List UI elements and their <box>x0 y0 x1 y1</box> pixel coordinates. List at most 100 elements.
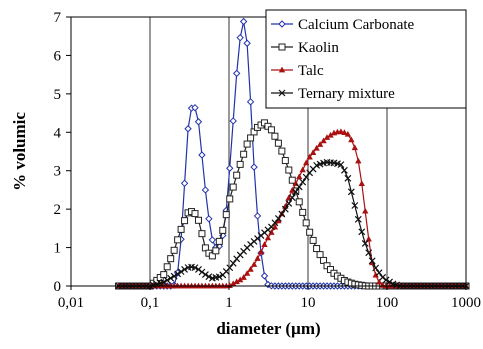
data-point <box>299 178 307 186</box>
data-point <box>358 228 366 236</box>
data-point-stroke <box>160 278 168 286</box>
data-point <box>271 132 279 140</box>
x-tick-label: 1000 <box>451 295 481 311</box>
data-point <box>337 128 345 135</box>
data-point <box>198 230 206 238</box>
data-point-stroke <box>281 205 289 213</box>
data-point <box>229 183 237 191</box>
data-point <box>285 200 293 207</box>
data-point <box>163 263 171 271</box>
data-point-stroke <box>365 249 373 257</box>
legend-label: Kaolin <box>298 40 339 56</box>
data-point <box>365 249 373 257</box>
data-point <box>160 271 168 279</box>
data-point <box>292 188 300 196</box>
data-point-stroke <box>274 214 282 222</box>
legend-item: Talc <box>271 63 324 79</box>
data-point <box>299 166 306 173</box>
data-point <box>226 195 234 203</box>
data-point <box>215 237 223 245</box>
y-axis-ticks: 0 1 2 3 4 5 6 7 <box>54 10 71 295</box>
data-point-stroke <box>351 202 359 209</box>
data-point <box>174 236 182 244</box>
data-point <box>341 129 348 135</box>
data-point-stroke <box>330 159 338 167</box>
data-point-stroke <box>205 273 213 281</box>
data-point-stroke <box>302 173 310 181</box>
data-point-stroke <box>191 264 199 272</box>
data-point <box>201 271 209 279</box>
y-tick-label: 5 <box>54 87 62 103</box>
data-point-stroke <box>337 161 345 169</box>
y-tick-label: 6 <box>54 48 62 64</box>
data-point-stroke <box>198 268 206 276</box>
data-point <box>344 174 352 182</box>
data-point <box>320 137 327 144</box>
data-point <box>382 276 390 284</box>
data-point <box>226 264 234 272</box>
data-point <box>278 20 286 28</box>
series-kaolin <box>115 119 470 290</box>
data-point-stroke <box>354 215 362 223</box>
data-point <box>229 259 237 267</box>
legend-box <box>265 9 467 109</box>
data-point <box>191 103 199 112</box>
data-point <box>254 255 261 261</box>
data-point <box>313 144 320 151</box>
legend: Calcium Carbonate Kaolin Talc Ternary mixtu… <box>265 9 467 109</box>
data-point <box>295 183 303 191</box>
x-tick-label: 0,1 <box>141 295 160 311</box>
data-point <box>250 261 258 267</box>
data-point <box>177 225 185 233</box>
data-point <box>184 125 192 133</box>
x-tick-label: 0,01 <box>58 295 84 311</box>
data-point <box>226 164 234 172</box>
data-point <box>212 247 220 255</box>
data-point-stroke <box>372 264 380 272</box>
data-point-stroke <box>344 174 352 182</box>
data-point-stroke <box>292 188 300 196</box>
data-point <box>170 246 178 254</box>
data-point <box>285 166 293 174</box>
data-point <box>351 202 359 209</box>
data-point <box>198 268 206 276</box>
data-point <box>163 276 171 284</box>
data-point <box>316 141 324 147</box>
data-point-stroke <box>188 263 195 271</box>
y-axis-title: % volumic <box>10 112 29 191</box>
data-point-stroke <box>271 219 279 227</box>
data-point <box>348 136 355 143</box>
data-point <box>264 234 272 241</box>
data-point-stroke <box>229 259 237 267</box>
data-point-stroke <box>334 160 341 168</box>
data-point <box>278 89 286 97</box>
legend-label: Ternary mixture <box>298 86 395 102</box>
data-point-stroke <box>174 270 182 278</box>
data-point-stroke <box>299 178 307 186</box>
data-point <box>243 270 251 276</box>
data-point-stroke <box>361 239 369 247</box>
x-tick-label: 100 <box>376 295 399 311</box>
data-point <box>302 159 310 166</box>
data-point <box>236 33 244 42</box>
data-point <box>278 43 286 51</box>
data-point <box>194 216 202 224</box>
legend-item: Ternary mixture <box>271 86 395 102</box>
data-point-stroke <box>340 166 348 174</box>
data-point <box>236 160 244 168</box>
data-point <box>167 274 175 282</box>
data-point <box>368 257 376 265</box>
data-point <box>191 210 199 218</box>
data-point <box>278 147 286 155</box>
data-point <box>296 173 303 180</box>
data-point <box>365 235 372 242</box>
data-point <box>219 226 227 234</box>
data-point-stroke <box>215 273 223 281</box>
data-point-stroke <box>195 265 202 273</box>
data-point <box>170 272 178 280</box>
data-point <box>232 69 241 78</box>
legend-label: Calcium Carbonate <box>298 17 415 33</box>
data-point <box>337 161 345 169</box>
